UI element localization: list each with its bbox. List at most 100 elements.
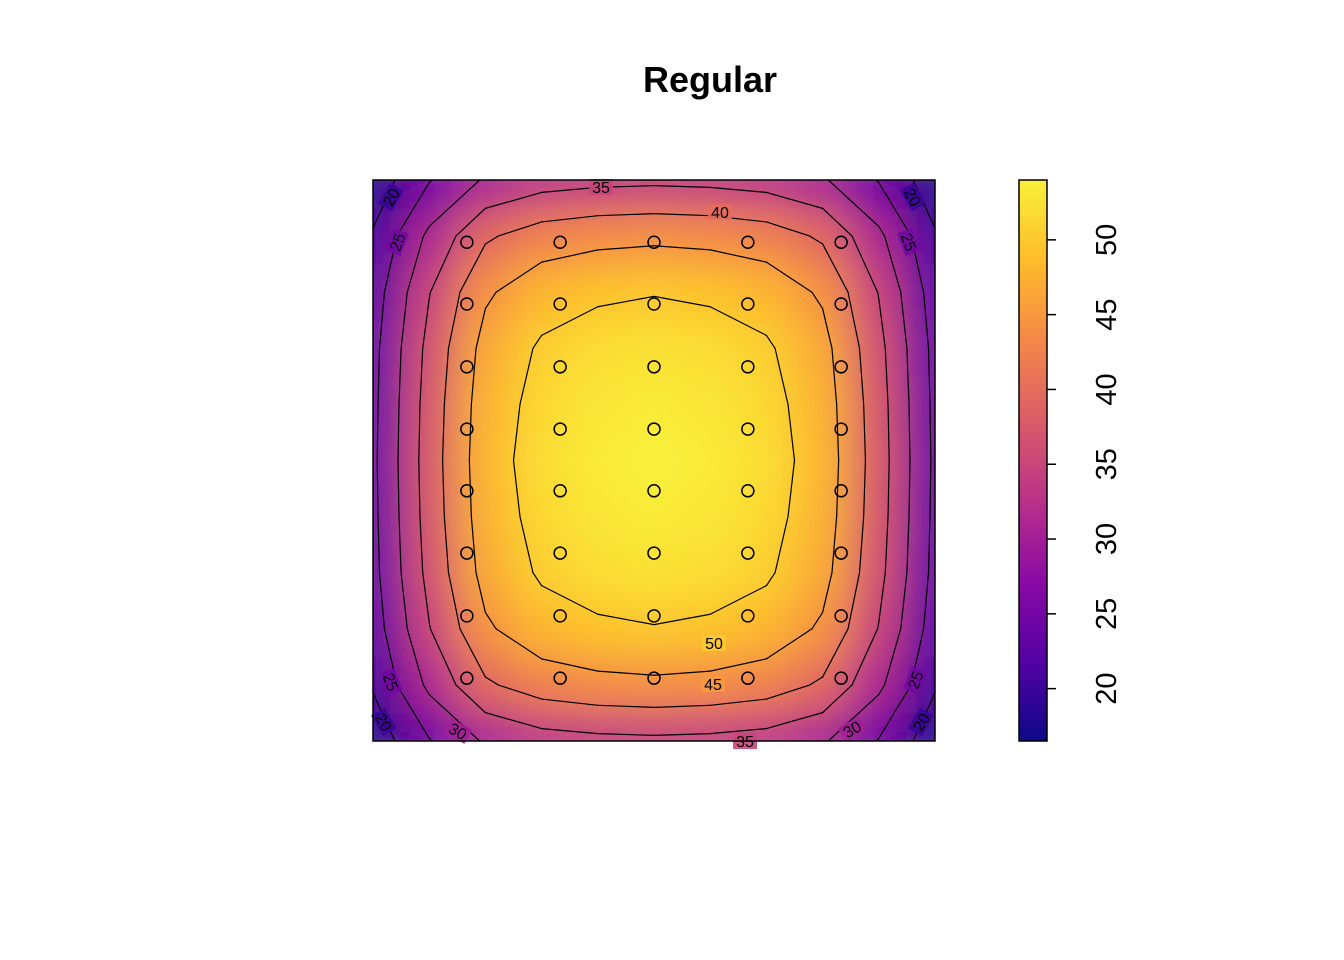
contour-line [765,261,813,293]
contour-line [821,207,853,237]
heat-cell [906,544,935,602]
contour-line [418,459,421,518]
heat-cell [513,712,571,741]
design-point [741,609,755,623]
design-point [741,546,755,560]
contour-line [851,235,879,293]
contour-line [863,403,867,462]
heatmap [373,180,935,741]
contour-label: 20 [380,186,404,210]
contour-line [597,245,655,251]
contour-line [397,403,400,462]
colorbar-tick-label: 35 [1091,448,1123,480]
heat-cell [456,431,514,490]
contour-line [787,403,796,462]
heat-cell [625,600,683,658]
contour-label: 25 [387,231,409,254]
heat-cell [569,207,627,265]
contour-line [470,515,477,574]
heat-cell [794,319,852,377]
contour-line [484,611,497,630]
heat-cell [681,180,739,209]
contour-line [878,572,886,623]
contour-line [877,291,880,300]
contour-line [398,347,402,405]
contour-line [475,307,486,349]
design-point [553,422,567,436]
contour-label: 35 [592,180,610,197]
contour-line [468,459,472,518]
contour-line [428,693,481,742]
contour-line [540,727,599,735]
heat-cell [737,431,795,490]
design-point [741,360,755,374]
contour-line [836,459,840,518]
contour-line [422,572,430,623]
contour-line [847,572,861,630]
contour-line [422,298,430,349]
contour-line [378,572,386,630]
design-point [741,422,755,436]
contour-line [540,249,599,263]
contour-line [429,235,457,293]
plot-frame [372,179,936,742]
contour-line [811,611,824,630]
contour-line [597,733,655,736]
contour-line [441,403,445,462]
contour-line [540,306,599,336]
heat-cell [456,656,514,714]
contour-line [497,221,543,237]
contour-line [447,291,461,349]
contour-line [397,459,400,518]
contour-line [419,515,424,574]
heat-cell [850,263,908,321]
heat-cell [456,488,514,546]
design-point [460,546,474,560]
contour-line [443,347,450,405]
contour-line [709,727,768,735]
heat-cell [625,375,683,433]
contour-label: 20 [371,711,395,735]
heat-cell [569,488,627,546]
heat-cell [625,712,683,741]
contour-label-bg [443,718,473,744]
heat-cell [400,656,458,714]
contour-line [495,261,543,293]
contour-line [858,347,865,405]
contour-line [540,215,599,223]
contour-label: 50 [705,636,723,653]
contour-line [765,334,776,349]
contour-line [532,572,543,587]
heat-cell [569,600,627,658]
contour-label: 25 [905,669,927,692]
contour-line [787,459,796,518]
design-point [647,235,661,250]
contour-line [495,628,543,660]
design-point [834,609,848,623]
heat-cell [850,180,908,209]
contour-line [863,459,867,518]
heat-cell [681,375,739,433]
heat-cell [794,600,852,658]
contour-line [709,585,768,615]
design-point [460,360,474,374]
heat-cell [737,544,795,602]
contour-line [765,712,824,730]
contour-line [653,185,711,188]
contour-line [653,733,711,736]
heat-cell [906,600,935,658]
contours [372,179,936,742]
contour-line [377,515,381,574]
contour-label-bg [379,667,403,697]
heat-cell [513,263,571,321]
contour-line [821,684,853,714]
contour-line [653,704,711,708]
design-point [553,235,567,250]
contour-line [927,347,931,405]
design-point [647,671,661,685]
design-point [834,360,848,374]
design-point [647,297,661,311]
heat-cell [737,375,795,433]
heat-cell [737,656,795,714]
